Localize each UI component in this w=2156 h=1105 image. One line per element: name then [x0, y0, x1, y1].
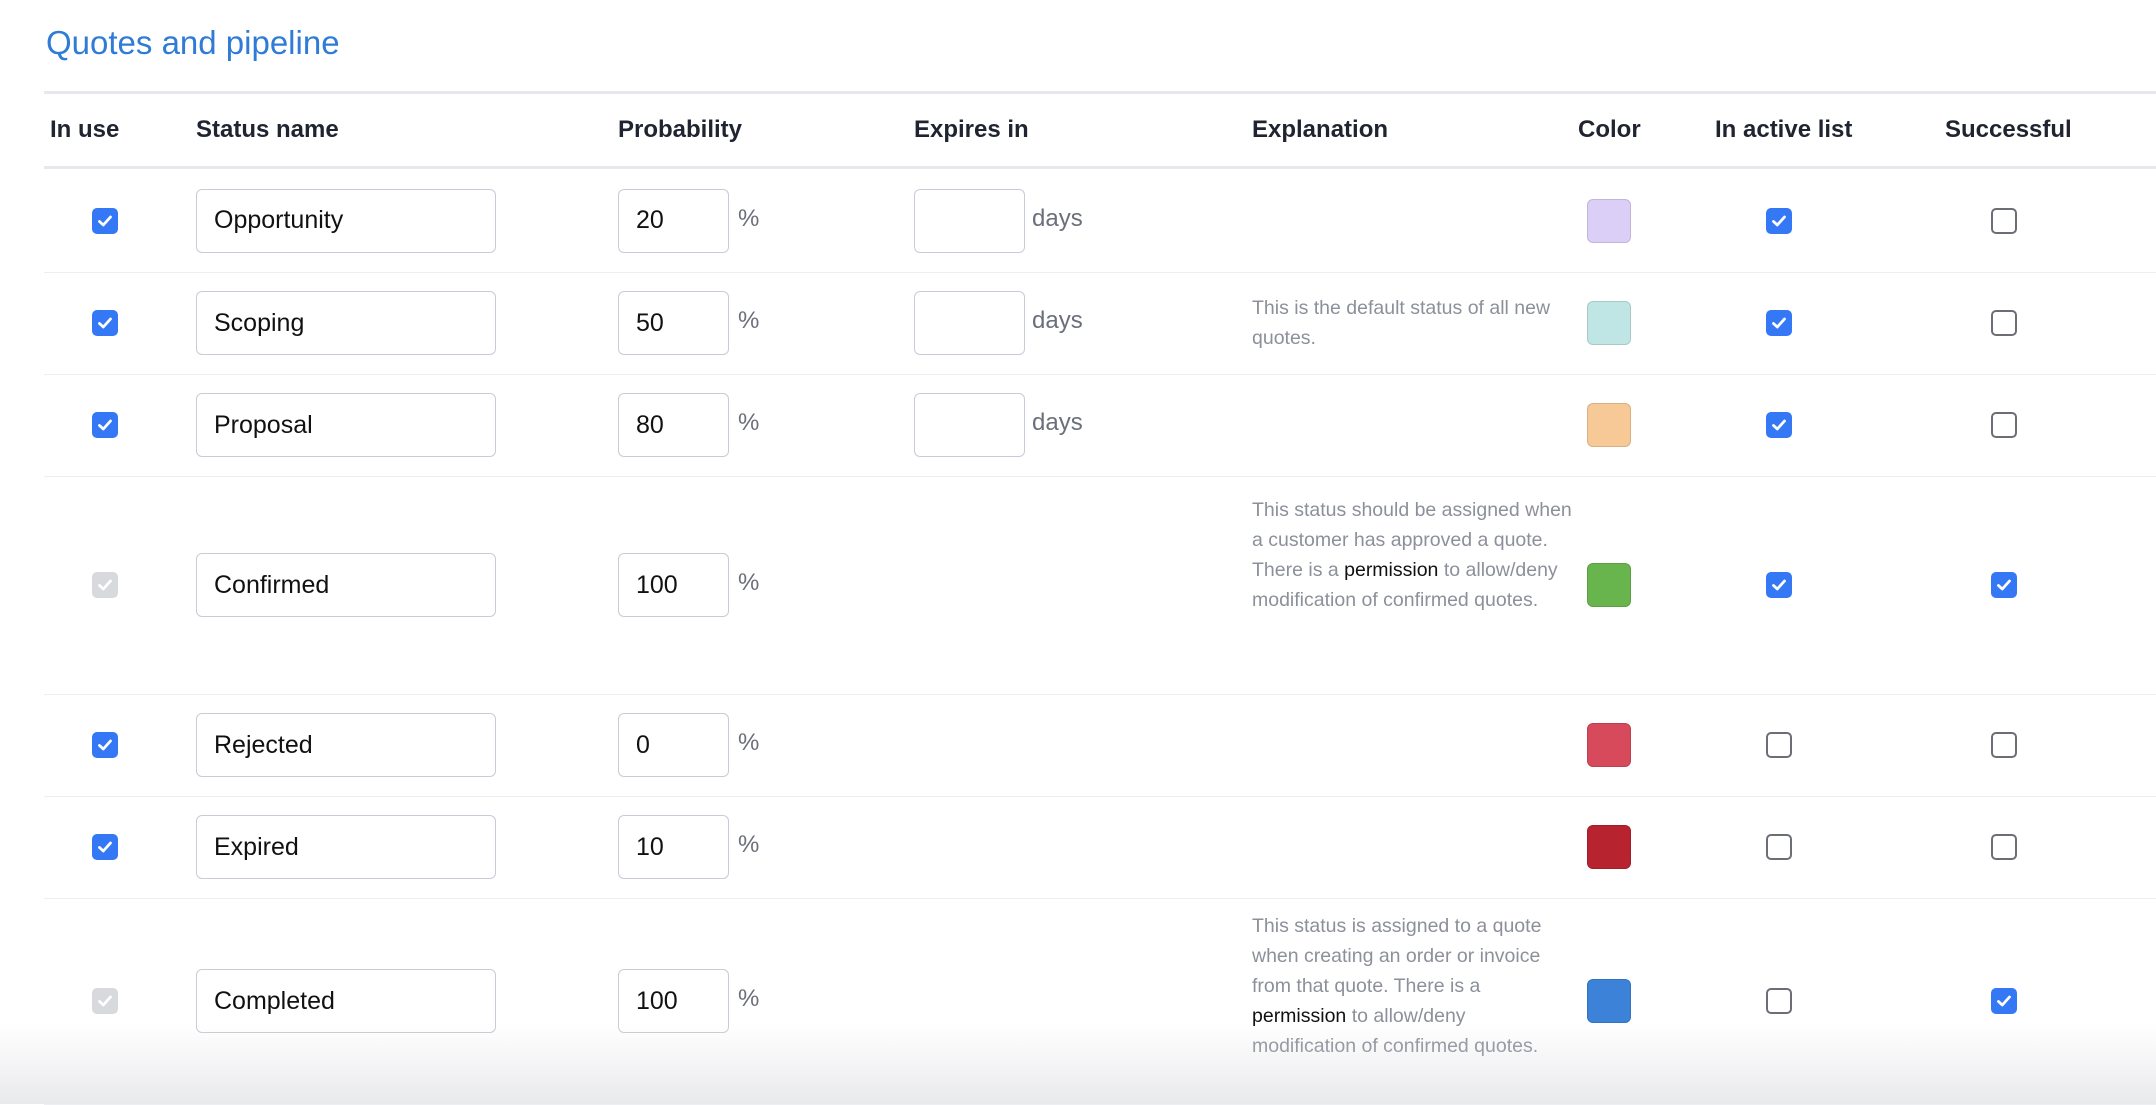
successful-checkbox[interactable]: [1991, 572, 2017, 598]
expires-in-input[interactable]: [914, 393, 1025, 457]
color-swatch[interactable]: [1587, 723, 1631, 767]
in-use-checkbox: [92, 988, 118, 1014]
column-header-explanation: Explanation: [1252, 116, 1389, 143]
in-active-list-checkbox[interactable]: [1766, 732, 1792, 758]
explanation-text: This is the default status of all new qu…: [1252, 293, 1572, 353]
status-name-input[interactable]: [196, 291, 496, 355]
column-header-expires-in: Expires in: [914, 116, 1029, 143]
column-header-in-active-list: In active list: [1715, 116, 1853, 143]
expires-in-input[interactable]: [914, 188, 1025, 253]
table-row: %: [44, 796, 2156, 899]
percent-unit: %: [738, 569, 760, 596]
in-active-list-checkbox[interactable]: [1766, 207, 1792, 234]
successful-checkbox[interactable]: [1991, 310, 2017, 336]
table-row: % days This is the default status of all n…: [44, 272, 2156, 375]
color-swatch[interactable]: [1587, 563, 1631, 607]
column-header-in-use: In use: [50, 116, 120, 143]
days-unit: days: [1032, 307, 1083, 334]
status-name-input[interactable]: [196, 815, 496, 879]
in-active-list-checkbox[interactable]: [1766, 412, 1792, 438]
in-active-list-checkbox[interactable]: [1766, 572, 1792, 598]
table-header: In use Status name Probability Expires i…: [44, 94, 2156, 169]
explanation-segment: to allow/deny modification of confirmed …: [1252, 559, 1558, 611]
color-swatch[interactable]: [1587, 301, 1631, 345]
table-row: %: [44, 694, 2156, 797]
table-row: % days: [44, 169, 2156, 273]
permission-link[interactable]: permission: [1252, 1005, 1347, 1027]
status-name-input[interactable]: [196, 393, 496, 457]
percent-unit: %: [738, 831, 760, 858]
in-use-checkbox[interactable]: [92, 732, 118, 758]
successful-checkbox[interactable]: [1991, 834, 2017, 860]
explanation-text: This status is assigned to a quote when …: [1252, 911, 1572, 1061]
probability-input[interactable]: [618, 188, 729, 253]
percent-unit: %: [738, 729, 760, 756]
color-swatch[interactable]: [1587, 825, 1631, 869]
status-name-input[interactable]: [196, 553, 496, 617]
percent-unit: %: [738, 307, 760, 334]
probability-input[interactable]: [618, 713, 729, 777]
table-row: % This status is assigned to a quote when…: [44, 898, 2156, 1105]
column-header-color: Color: [1578, 116, 1641, 143]
successful-checkbox[interactable]: [1991, 988, 2017, 1014]
percent-unit: %: [738, 204, 760, 232]
in-active-list-checkbox[interactable]: [1766, 988, 1792, 1014]
successful-checkbox[interactable]: [1991, 732, 2017, 758]
percent-unit: %: [738, 409, 760, 436]
probability-input[interactable]: [618, 815, 729, 879]
table-row: % days: [44, 374, 2156, 477]
probability-input[interactable]: [618, 393, 729, 457]
in-use-checkbox[interactable]: [92, 834, 118, 860]
explanation-text: This status should be assigned when a cu…: [1252, 495, 1572, 615]
successful-checkbox[interactable]: [1991, 207, 2017, 234]
days-unit: days: [1032, 204, 1083, 232]
color-swatch[interactable]: [1587, 979, 1631, 1023]
probability-input[interactable]: [618, 291, 729, 355]
page-title: Quotes and pipeline: [46, 24, 340, 61]
in-use-checkbox: [92, 572, 118, 598]
column-header-probability: Probability: [618, 116, 743, 143]
status-name-input[interactable]: [196, 188, 496, 253]
probability-input[interactable]: [618, 969, 729, 1033]
column-header-status-name: Status name: [196, 116, 339, 143]
successful-checkbox[interactable]: [1991, 412, 2017, 438]
in-use-checkbox[interactable]: [92, 207, 118, 234]
probability-input[interactable]: [618, 553, 729, 617]
expires-in-input[interactable]: [914, 291, 1025, 355]
table-top-border: [44, 91, 2156, 94]
in-active-list-checkbox[interactable]: [1766, 834, 1792, 860]
in-use-checkbox[interactable]: [92, 412, 118, 438]
explanation-segment: This status should be assigned when a cu…: [1252, 499, 1572, 581]
color-swatch[interactable]: [1587, 403, 1631, 447]
color-swatch[interactable]: [1587, 198, 1631, 243]
explanation-segment: This status is assigned to a quote when …: [1252, 915, 1542, 997]
permission-link[interactable]: permission: [1344, 559, 1439, 581]
in-use-checkbox[interactable]: [92, 310, 118, 336]
days-unit: days: [1032, 409, 1083, 436]
column-header-successful: Successful: [1945, 116, 2072, 143]
in-active-list-checkbox[interactable]: [1766, 310, 1792, 336]
status-name-input[interactable]: [196, 969, 496, 1033]
explanation-segment: This is the default status of all new qu…: [1252, 297, 1551, 349]
percent-unit: %: [738, 985, 760, 1012]
status-name-input[interactable]: [196, 713, 496, 777]
table-row: % This status should be assigned when a c…: [44, 476, 2156, 695]
